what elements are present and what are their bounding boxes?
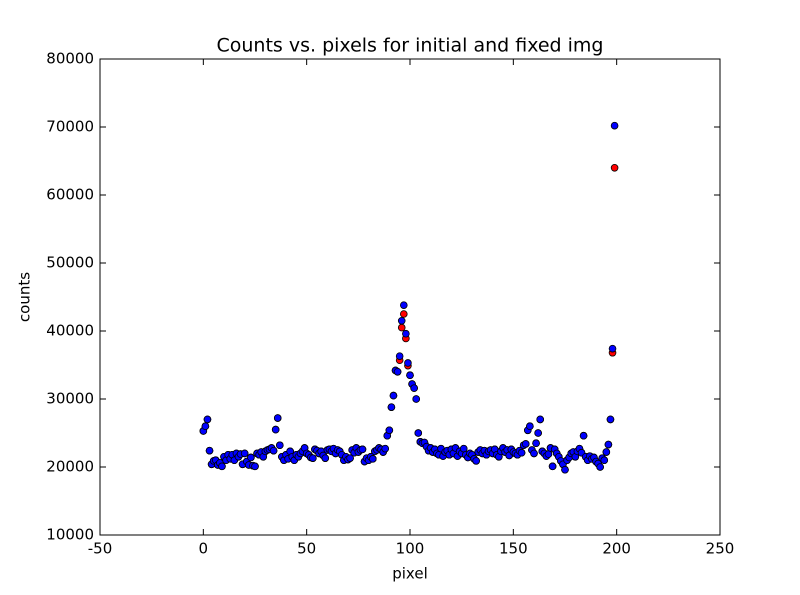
- y-tick-label: 60000: [46, 186, 94, 204]
- point: [532, 439, 540, 448]
- point: [530, 449, 538, 458]
- y-tick-label: 40000: [46, 322, 94, 340]
- point: [404, 359, 412, 367]
- point: [203, 415, 212, 424]
- point: [526, 422, 534, 431]
- point: [534, 429, 542, 437]
- point: [472, 457, 480, 465]
- point: [269, 446, 278, 455]
- point: [604, 440, 613, 449]
- point: [205, 446, 214, 455]
- point: [610, 164, 619, 172]
- point: [410, 384, 418, 392]
- x-tick-label: 250: [706, 540, 735, 558]
- y-tick-label: 50000: [46, 254, 94, 272]
- point: [271, 425, 280, 434]
- point: [387, 403, 396, 411]
- point: [321, 454, 330, 462]
- point: [389, 391, 398, 400]
- y-tick-label: 70000: [46, 118, 94, 136]
- point: [399, 301, 408, 309]
- y-axis-label: counts: [16, 272, 34, 322]
- x-tick-label: 0: [199, 540, 209, 558]
- point: [201, 422, 210, 431]
- point: [397, 323, 406, 332]
- point: [521, 440, 530, 448]
- y-tick-label: 20000: [46, 458, 94, 476]
- point: [406, 371, 414, 380]
- point: [381, 444, 390, 453]
- point: [536, 415, 544, 424]
- point: [397, 316, 406, 325]
- point: [399, 310, 408, 318]
- x-tick-label: 200: [602, 540, 631, 558]
- point: [240, 449, 249, 458]
- point: [548, 462, 557, 471]
- point: [602, 448, 611, 456]
- point: [610, 121, 619, 130]
- point: [579, 431, 588, 440]
- point: [218, 462, 226, 471]
- y-tick-label: 80000: [46, 50, 94, 68]
- x-axis-label: pixel: [392, 565, 428, 583]
- point: [251, 462, 259, 471]
- point: [247, 453, 255, 462]
- point: [309, 454, 317, 462]
- point: [273, 414, 282, 422]
- point: [412, 395, 421, 403]
- point: [393, 367, 402, 376]
- x-tick-label: 150: [499, 540, 528, 558]
- point: [346, 454, 354, 462]
- x-tick-label: -50: [88, 540, 113, 558]
- point: [275, 441, 284, 450]
- point: [385, 426, 394, 435]
- point: [395, 352, 404, 360]
- y-tick-label: 30000: [46, 390, 94, 408]
- x-tick-label: 100: [396, 540, 425, 558]
- point: [358, 445, 367, 454]
- point: [561, 465, 569, 474]
- point: [402, 329, 410, 338]
- chart-title: Counts vs. pixels for initial and fixed …: [217, 35, 604, 57]
- point: [596, 463, 604, 471]
- point: [600, 456, 609, 465]
- plot-area: [99, 58, 721, 536]
- point: [414, 429, 423, 437]
- point: [608, 344, 617, 353]
- point: [606, 415, 615, 424]
- point: [517, 448, 526, 457]
- point: [368, 455, 377, 463]
- x-tick-label: 50: [297, 540, 316, 558]
- y-tick-label: 10000: [46, 526, 94, 544]
